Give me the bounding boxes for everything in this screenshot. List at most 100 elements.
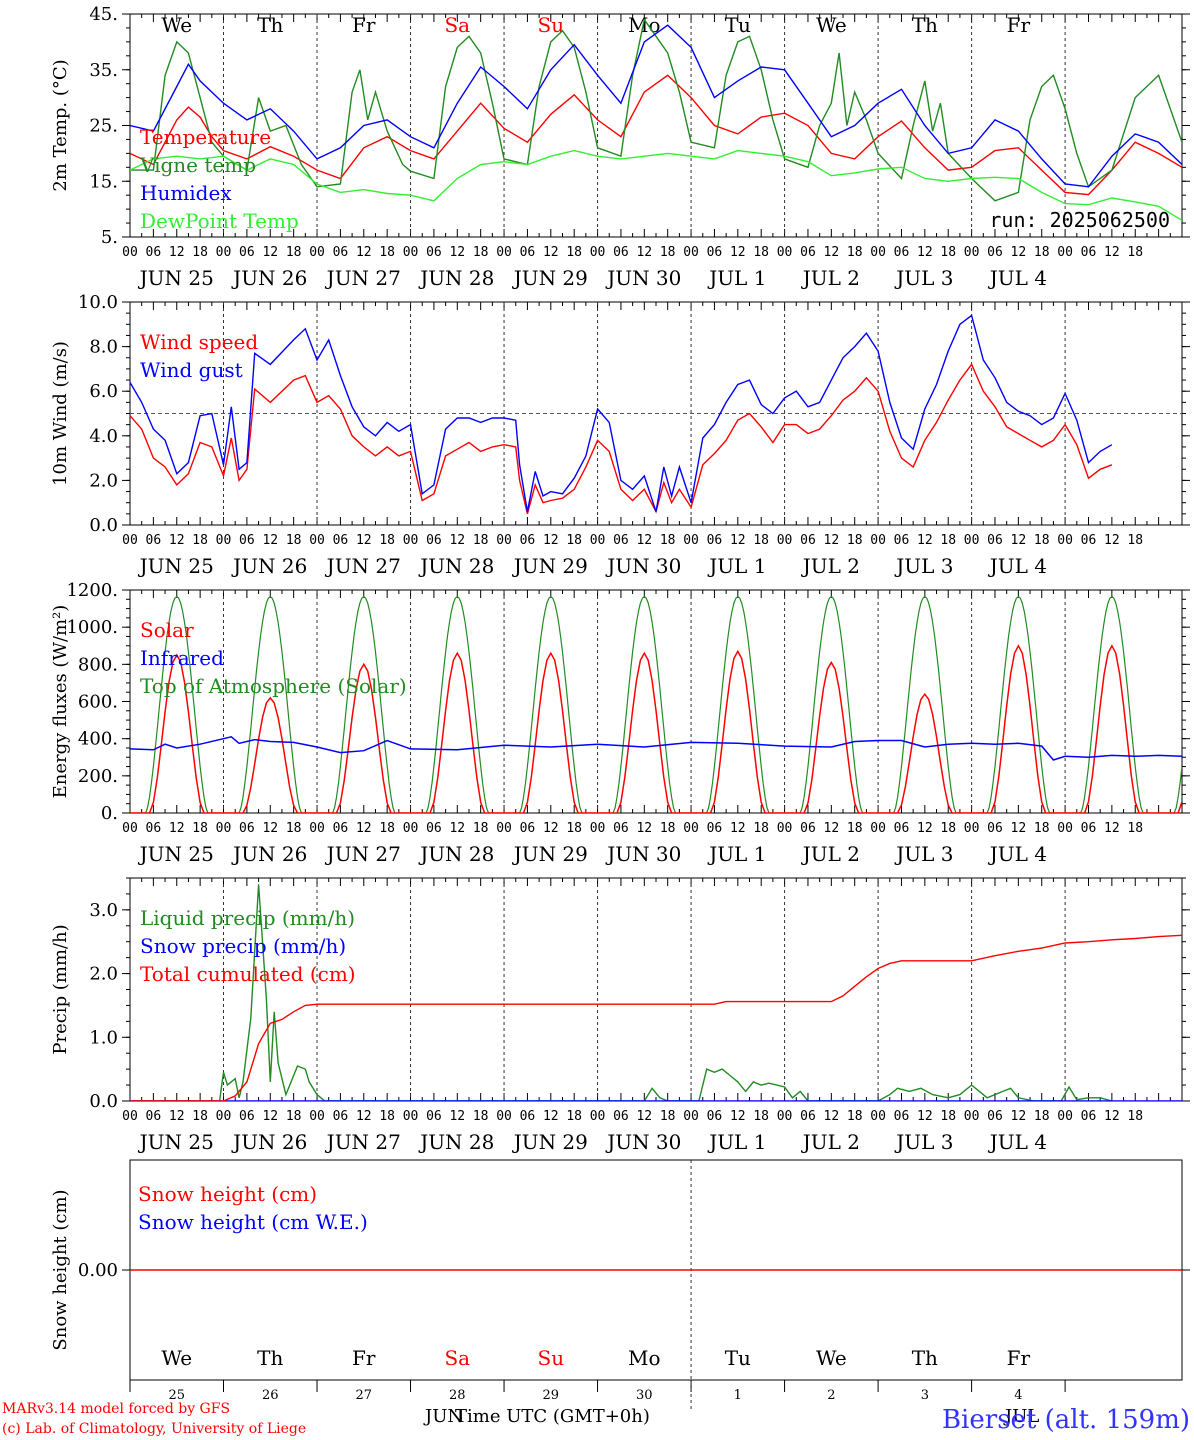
legend-entry: Snow height (cm W.E.) bbox=[138, 1210, 368, 1234]
legend-entry: Wind speed bbox=[140, 330, 258, 354]
hour-tick-label: 00 bbox=[496, 533, 512, 548]
legend-entry: Humidex bbox=[140, 181, 232, 205]
hour-tick-label: 12 bbox=[262, 821, 278, 836]
hour-tick-label: 12 bbox=[636, 533, 652, 548]
hour-tick-label: 12 bbox=[917, 533, 933, 548]
date-label: JUN 26 bbox=[231, 842, 307, 866]
hour-tick-label: 18 bbox=[192, 1109, 208, 1124]
hour-tick-label: 00 bbox=[590, 245, 606, 260]
date-label: JUN 29 bbox=[512, 842, 588, 866]
date-label: JUN 30 bbox=[605, 1130, 681, 1154]
hour-tick-label: 12 bbox=[543, 1109, 559, 1124]
hour-tick-label: 18 bbox=[1034, 533, 1050, 548]
hour-tick-label: 00 bbox=[964, 533, 980, 548]
date-label: JUN 25 bbox=[138, 842, 214, 866]
hour-tick-label: 18 bbox=[286, 1109, 302, 1124]
weekday-label: Mo bbox=[628, 1346, 661, 1370]
hour-tick-label: 06 bbox=[333, 1109, 349, 1124]
hour-tick-label: 06 bbox=[520, 533, 536, 548]
date-label: JUL 1 bbox=[707, 842, 766, 866]
hour-tick-label: 00 bbox=[122, 821, 138, 836]
y-axis: 0.0 1.0 2.0 3.0 bbox=[89, 877, 1190, 1112]
series-solar bbox=[130, 644, 1182, 813]
y-tick-label: 10.0 bbox=[78, 292, 118, 313]
hour-tick-label: 18 bbox=[566, 821, 582, 836]
day-number: 1 bbox=[734, 1388, 742, 1403]
run-label: run: 2025062500 bbox=[989, 208, 1170, 232]
hour-tick-label: 06 bbox=[239, 245, 255, 260]
hour-tick-label: 00 bbox=[683, 1109, 699, 1124]
hour-ticks: 00 06 12 18 00 06 12 18 00 06 12 18 00 06 12 18 00 06 12 18… bbox=[122, 878, 1183, 1124]
hour-tick-label: 12 bbox=[543, 821, 559, 836]
hour-tick-label: 00 bbox=[964, 1109, 980, 1124]
hour-tick-label: 00 bbox=[590, 533, 606, 548]
hour-tick-label: 00 bbox=[590, 1109, 606, 1124]
series-1 bbox=[130, 314, 1113, 512]
hour-tick-label: 18 bbox=[286, 245, 302, 260]
hour-tick-label: 06 bbox=[520, 821, 536, 836]
hour-tick-label: 18 bbox=[1034, 245, 1050, 260]
hour-tick-label: 12 bbox=[917, 1109, 933, 1124]
day-number: 30 bbox=[636, 1388, 653, 1403]
panels: 00 06 12 18 00 06 12 18 00 06 12 18 00 06 12 18 00 06 12 18… bbox=[50, 4, 1190, 1410]
hour-tick-label: 06 bbox=[800, 533, 816, 548]
legend-entry: Snow height (cm) bbox=[138, 1182, 317, 1206]
hour-tick-label: 12 bbox=[262, 245, 278, 260]
y-axis: 0. 200. 400. 600. 800. 1000. 1200. bbox=[66, 580, 1190, 824]
day-number: 27 bbox=[356, 1388, 373, 1403]
hour-tick-label: 12 bbox=[169, 533, 185, 548]
hour-tick-label: 06 bbox=[1081, 1109, 1097, 1124]
hour-tick-label: 06 bbox=[146, 533, 162, 548]
y-axis-label: Snow height (cm) bbox=[50, 1189, 71, 1350]
hour-tick-label: 12 bbox=[917, 245, 933, 260]
hour-tick-label: 00 bbox=[496, 821, 512, 836]
legend-entry: Wind gust bbox=[140, 358, 243, 382]
day-number: 29 bbox=[543, 1388, 560, 1403]
day-number: 4 bbox=[1014, 1388, 1022, 1403]
hour-tick-label: 06 bbox=[333, 245, 349, 260]
y-axis: 0.0 2.0 4.0 6.0 8.0 10.0 bbox=[78, 292, 1190, 536]
date-label: JUN 26 bbox=[231, 266, 307, 290]
hour-tick-label: 18 bbox=[660, 245, 676, 260]
y-tick-label: 1.0 bbox=[89, 1027, 118, 1048]
hour-tick-label: 00 bbox=[122, 245, 138, 260]
legend-entry: Snow precip (mm/h) bbox=[140, 934, 346, 958]
series-group bbox=[130, 884, 1182, 1101]
series-infrared bbox=[130, 735, 1182, 761]
y-tick-label: 3.0 bbox=[89, 900, 118, 921]
weekday-label: We bbox=[161, 1346, 192, 1370]
y-tick-label: 25. bbox=[89, 116, 118, 137]
hour-tick-label: 00 bbox=[777, 821, 793, 836]
hour-tick-label: 12 bbox=[449, 1109, 465, 1124]
hour-tick-label: 06 bbox=[146, 1109, 162, 1124]
date-label: JUL 2 bbox=[801, 554, 860, 578]
date-label: JUN 29 bbox=[512, 554, 588, 578]
hour-tick-label: 18 bbox=[1127, 821, 1143, 836]
hour-tick-label: 12 bbox=[169, 1109, 185, 1124]
hour-tick-label: 18 bbox=[753, 245, 769, 260]
y-tick-label: 45. bbox=[89, 4, 118, 25]
y-tick-label: 1200. bbox=[66, 580, 118, 601]
hour-tick-label: 06 bbox=[520, 1109, 536, 1124]
hour-tick-label: 06 bbox=[333, 533, 349, 548]
series-1 bbox=[130, 17, 1182, 202]
hour-tick-label: 06 bbox=[146, 245, 162, 260]
y-axis-label: Precip (mm/h) bbox=[50, 924, 71, 1054]
legend-entry: Total cumulated (cm) bbox=[140, 962, 356, 986]
date-label: JUN 30 bbox=[605, 842, 681, 866]
y-tick-label: 800. bbox=[78, 654, 118, 675]
weekday-label: Tu bbox=[725, 1346, 751, 1370]
hour-tick-label: 12 bbox=[1011, 1109, 1027, 1124]
day-number: 26 bbox=[262, 1388, 279, 1403]
hour-tick-label: 06 bbox=[426, 821, 442, 836]
hour-tick-label: 12 bbox=[543, 533, 559, 548]
hour-tick-label: 06 bbox=[613, 245, 629, 260]
hour-tick-label: 18 bbox=[473, 533, 489, 548]
date-label: JUN 28 bbox=[418, 554, 494, 578]
date-label: JUN 27 bbox=[325, 842, 401, 866]
hour-tick-label: 12 bbox=[824, 245, 840, 260]
weekday-label: Fr bbox=[1007, 13, 1031, 37]
hour-tick-label: 00 bbox=[1057, 533, 1073, 548]
series-3 bbox=[130, 149, 1182, 221]
hour-tick-label: 00 bbox=[403, 533, 419, 548]
